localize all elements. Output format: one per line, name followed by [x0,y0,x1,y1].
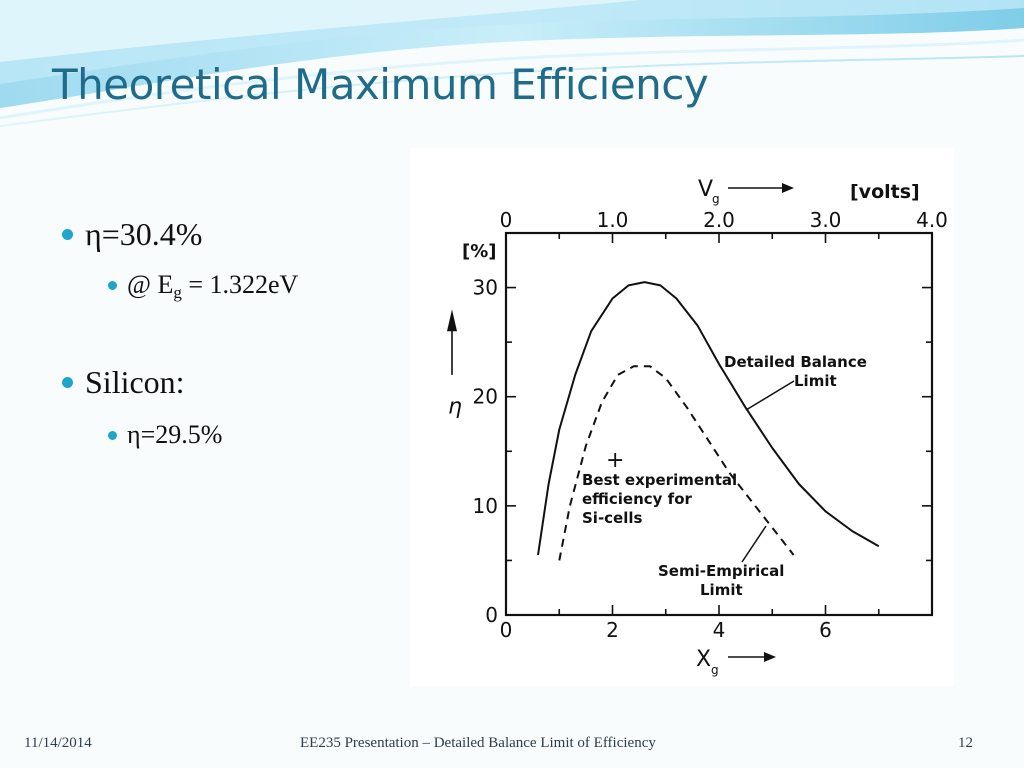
bullet-text: η=29.5% [127,420,223,449]
series-line-semi-empirical [558,365,795,561]
bullet-text: η=30.4% [85,216,203,252]
sub-bullet-silicon-efficiency: η=29.5% [108,420,222,450]
bullet-dot-icon [108,280,117,290]
annotation-detailed-balance-line2: Limit [794,372,837,390]
annotation-experimental-line1: Best experimental [582,471,737,489]
annotation-semi-empirical-line1: Semi-Empirical [658,562,784,580]
header-wave-decoration [0,0,1024,127]
top-axis-label: V [698,177,713,202]
y-tick-label: 20 [473,385,498,409]
x-tick-label: 6 [819,618,832,642]
top-axis-label-subscript: g [712,192,720,206]
top-tick-label: 3.0 [810,208,842,232]
top-tick-label: 2.0 [703,208,735,232]
x-axis-label-subscript: g [711,663,719,677]
annotation-detailed-balance-pointer [745,380,795,411]
annotation-semi-empirical-line2: Limit [700,581,743,599]
bullet-dot-icon [62,229,73,240]
y-axis-label: η [448,395,462,420]
top-axis-unit: [volts] [850,181,920,203]
annotation-detailed-balance-line1: Detailed Balance [724,353,867,371]
y-tick-label: 30 [473,276,498,300]
series-line-detailed-balance [537,281,880,556]
annotation-experimental-line2: efficiency for [582,490,693,508]
x-tick-label: 0 [500,618,513,642]
top-tick-label: 0 [500,208,513,232]
footer-date: 11/14/2014 [24,735,92,751]
bullet-text-prefix: @ E [127,270,174,299]
bullet-dot-icon [108,430,117,440]
annotation-semi-empirical-pointer [741,525,767,563]
x-tick-label: 2 [606,618,619,642]
annotation-experimental-line3: Si-cells [582,509,643,527]
plot-frame [504,231,934,617]
slide-title: Theoretical Maximum Efficiency [52,60,709,109]
efficiency-chart: 0 2 4 6 0 1.0 2.0 3.0 4.0 0 10 20 30 [%] η Vg [volts] X g +… [447,177,948,677]
bullet-text-suffix: = 1.322eV [181,270,299,299]
x-axis-arrow-head [764,652,776,662]
experimental-point-marker: + [606,448,624,473]
footer-title: EE235 Presentation – Detailed Balance Li… [300,735,656,751]
bullet-efficiency: η=30.4% [62,216,202,253]
y-tick-label: 10 [473,494,498,518]
x-tick-label: 4 [713,618,726,642]
bullet-text: Silicon: [85,364,185,400]
x-axis-label: X [696,647,711,672]
y-tick-label: 0 [485,603,498,627]
top-tick-label: 4.0 [916,208,948,232]
top-tick-label: 1.0 [597,208,629,232]
y-axis-arrow-head [447,309,457,332]
footer-page-number: 12 [958,735,973,751]
top-axis-arrow-head [782,183,794,193]
bullet-dot-icon [62,377,73,388]
y-axis-unit: [%] [462,241,497,262]
bullet-text-subscript: g [173,283,182,302]
bullet-silicon: Silicon: [62,364,185,401]
